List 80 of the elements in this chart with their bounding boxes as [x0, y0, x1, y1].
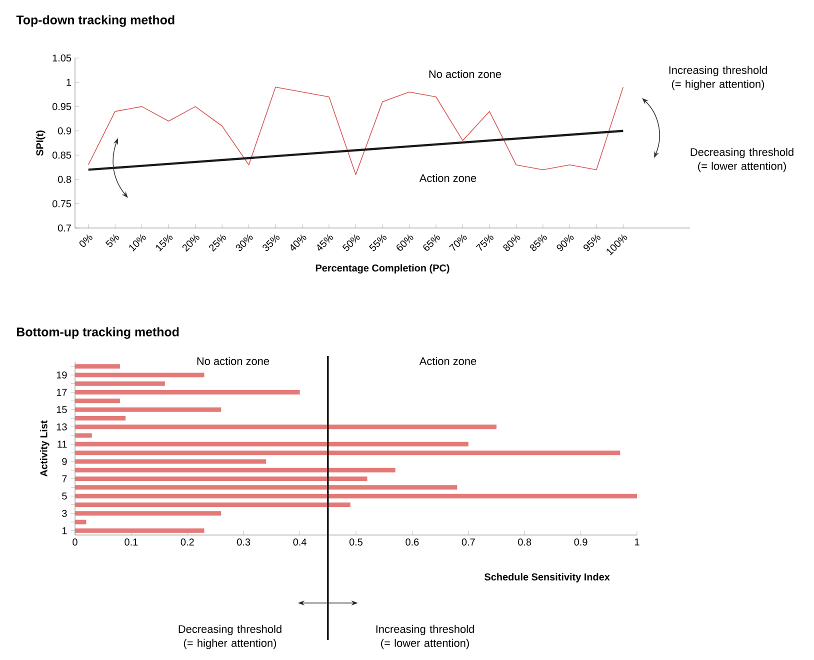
- x-tick-label: 90%: [556, 234, 574, 251]
- x-tick-label: 0.1: [124, 538, 138, 546]
- y-tick-label: 5: [62, 492, 67, 500]
- x-tick-label: 0.7: [462, 538, 475, 546]
- x-tick-label: 0.4: [293, 538, 306, 546]
- text: Decreasing threshold (= lower attention): [690, 148, 794, 172]
- y-tick-label: 0.95: [52, 103, 72, 110]
- x-tick-label: 65%: [423, 234, 440, 251]
- bar: [75, 433, 92, 438]
- x-tick-label: 45%: [317, 234, 334, 251]
- bar: [75, 390, 300, 395]
- y-tick-label: 1.05: [52, 54, 72, 62]
- bar: [75, 502, 350, 507]
- bar: [75, 528, 204, 533]
- x-tick-label: 0.3: [237, 538, 250, 546]
- x-tick-label: 35%: [262, 234, 280, 251]
- y-tick-label: 9: [62, 458, 67, 466]
- chart-title: Bottom-up tracking method: [17, 327, 179, 339]
- bar: [75, 450, 620, 456]
- y-tick-label: 15: [56, 406, 67, 414]
- x-tick-label: 0.8: [518, 538, 532, 546]
- y-tick-label: 0.9: [58, 127, 72, 134]
- line-series: [88, 86, 624, 175]
- x-tick-label: 5%: [106, 234, 120, 248]
- bar: [75, 364, 120, 369]
- y-axis-title: SPI(t): [36, 130, 46, 156]
- x-axis-title: Schedule Sensitivity Index: [484, 573, 610, 582]
- bar: [75, 416, 126, 420]
- x-tick-label: 55%: [369, 234, 387, 251]
- y-tick-label: 3: [62, 510, 67, 517]
- y-tick-label: 19: [56, 371, 67, 379]
- y-tick-label: 7: [62, 475, 67, 482]
- bar: [75, 520, 86, 524]
- bar: [75, 424, 497, 430]
- x-tick-label: 0.9: [574, 538, 588, 546]
- x-tick-label: 40%: [290, 234, 306, 251]
- x-axis-title: Percentage Completion (PC): [316, 264, 450, 274]
- bar: [75, 468, 396, 472]
- text: Decreasing threshold (= higher attention): [178, 624, 282, 650]
- y-tick-label: 17: [56, 388, 67, 396]
- x-tick-label: 50%: [342, 234, 360, 251]
- text: Increasing threshold (= lower attention): [376, 624, 474, 650]
- x-tick-label: 70%: [449, 234, 467, 251]
- y-tick-label: 11: [58, 440, 67, 448]
- bar: [75, 459, 266, 464]
- text: Increasing threshold (= higher attention): [669, 66, 767, 90]
- bar: [75, 381, 165, 386]
- bar: [75, 407, 222, 412]
- y-tick-label: 1: [62, 527, 67, 534]
- y-tick-label: 0.7: [58, 224, 71, 232]
- bar: [75, 485, 458, 490]
- annotation: Action zone: [419, 174, 476, 182]
- bar: [75, 442, 468, 446]
- bar: [75, 372, 204, 378]
- annotation: Action zone: [419, 356, 476, 366]
- y-tick-label: 13: [56, 423, 67, 430]
- x-tick-label: 85%: [530, 234, 547, 251]
- y-axis-title: Activity List: [40, 420, 50, 476]
- x-tick-label: 0.6: [406, 538, 419, 546]
- x-tick-label: 95%: [584, 234, 600, 251]
- bar: [75, 494, 638, 498]
- x-tick-label: 0.2: [180, 538, 194, 546]
- annotation: No action zone: [197, 356, 270, 366]
- bar: [75, 398, 120, 404]
- y-tick-label: 0.8: [58, 176, 72, 183]
- y-tick-label: 1: [66, 78, 71, 86]
- x-tick-label: 80%: [503, 234, 520, 251]
- x-tick-label: 60%: [396, 234, 414, 251]
- bar: [75, 511, 222, 516]
- y-tick-label: 0.85: [52, 152, 72, 159]
- x-tick-label: 0.5: [349, 538, 363, 546]
- chart-title: Top-down tracking method: [16, 15, 174, 27]
- x-tick-label: 0%: [79, 234, 92, 247]
- x-tick-label: 75%: [476, 234, 494, 251]
- x-tick-label: 0: [72, 538, 78, 546]
- bar: [75, 476, 368, 482]
- y-tick-label: 0.75: [52, 200, 72, 208]
- annotation: No action zone: [429, 70, 502, 78]
- x-tick-label: 1: [635, 538, 640, 546]
- x-tick-label: 30%: [236, 234, 253, 251]
